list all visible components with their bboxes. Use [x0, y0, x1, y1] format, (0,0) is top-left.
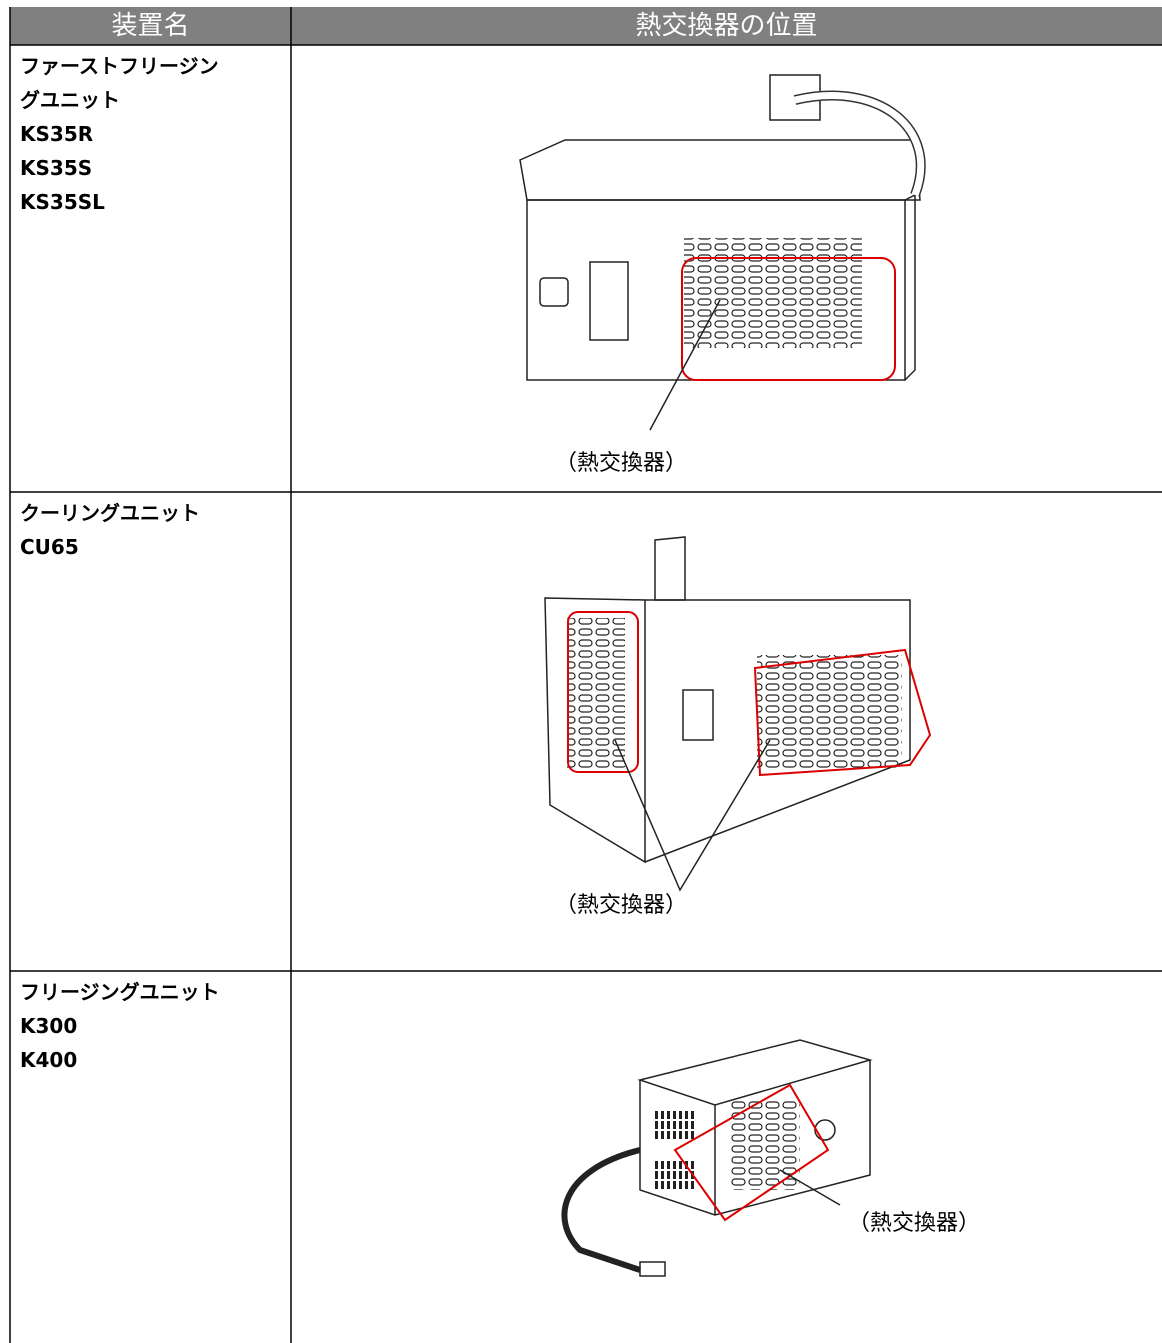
- table-lines: [9, 7, 1162, 1343]
- name-line: KS35SL: [20, 190, 105, 214]
- header-cell: 熱交換器の位置: [291, 7, 1162, 45]
- callout: （熱交換器）: [555, 893, 687, 918]
- device-drawing: [519, 74, 926, 431]
- header-cell: 装置名: [10, 7, 291, 45]
- callout: （熱交換器）: [848, 1211, 980, 1236]
- device-drawing: [544, 536, 932, 892]
- name-line: K400: [20, 1048, 78, 1072]
- name-line: KS35R: [20, 122, 94, 146]
- device-name: フリージングユニット K300 K400: [10, 971, 291, 1343]
- device-name: クーリングユニット CU65: [10, 492, 291, 971]
- name-line: フリージングユニット: [20, 980, 220, 1004]
- name-line: CU65: [20, 535, 79, 559]
- callout: （熱交換器）: [555, 451, 687, 476]
- name-line: ファーストフリージン: [20, 54, 219, 78]
- name-line: KS35S: [20, 156, 93, 180]
- name-line: K300: [20, 1014, 78, 1038]
- device-name: ファーストフリージン グユニット KS35R KS35S KS35SL: [10, 45, 291, 492]
- name-line: グユニット: [20, 88, 120, 112]
- device-drawing: [561, 1039, 873, 1277]
- name-line: クーリングユニット: [20, 501, 200, 525]
